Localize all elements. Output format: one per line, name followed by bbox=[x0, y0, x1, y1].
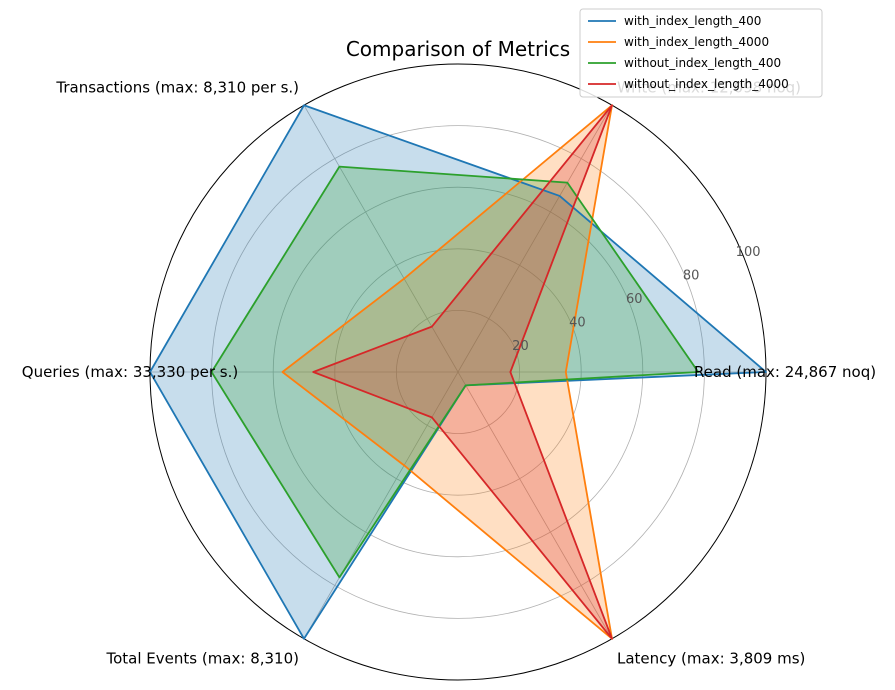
series-line-without_index_length_4000 bbox=[312, 104, 613, 640]
series-fill-with_index_length_4000 bbox=[282, 105, 612, 639]
chart-title: Comparison of Metrics bbox=[346, 37, 570, 61]
legend-entry: with_index_length_400 bbox=[624, 14, 761, 28]
legend-entry: with_index_length_4000 bbox=[624, 35, 769, 49]
legend-box bbox=[579, 8, 823, 98]
grid-spoke bbox=[457, 105, 613, 373]
series-line-without_index_length_400 bbox=[210, 165, 700, 579]
radial-tick-label: 80 bbox=[683, 268, 700, 283]
grid-spoke bbox=[303, 105, 459, 373]
series-lines bbox=[149, 104, 767, 640]
radial-tick-label: 20 bbox=[512, 339, 529, 354]
axis-label: Latency (max: 3,809 ms) bbox=[617, 649, 805, 667]
axis-label: Queries (max: 33,330 per s.) bbox=[22, 363, 238, 381]
series-fill-with_index_length_400 bbox=[150, 105, 766, 639]
legend-entry: without_index_length_4000 bbox=[624, 77, 789, 91]
radial-tick-label: 40 bbox=[569, 316, 586, 331]
radial-tick-label: 60 bbox=[626, 292, 643, 307]
grid-spoke bbox=[457, 371, 613, 639]
radial-tick-label: 100 bbox=[736, 245, 761, 260]
series-fill-without_index_length_4000 bbox=[313, 105, 612, 639]
series-fills bbox=[150, 105, 766, 639]
grid-spoke bbox=[303, 371, 459, 639]
legend: with_index_length_400 with_index_length_4… bbox=[579, 8, 823, 98]
series-fill-without_index_length_400 bbox=[211, 166, 699, 578]
axis-label: Read (max: 24,867 noq) bbox=[694, 363, 876, 381]
axis-label: Transactions (max: 8,310 per s.) bbox=[55, 79, 299, 97]
legend-entry: without_index_length_400 bbox=[624, 56, 781, 70]
axis-label: Total Events (max: 8,310) bbox=[105, 649, 299, 667]
radial-tick-labels: 20 40 60 80 100 bbox=[512, 245, 760, 354]
